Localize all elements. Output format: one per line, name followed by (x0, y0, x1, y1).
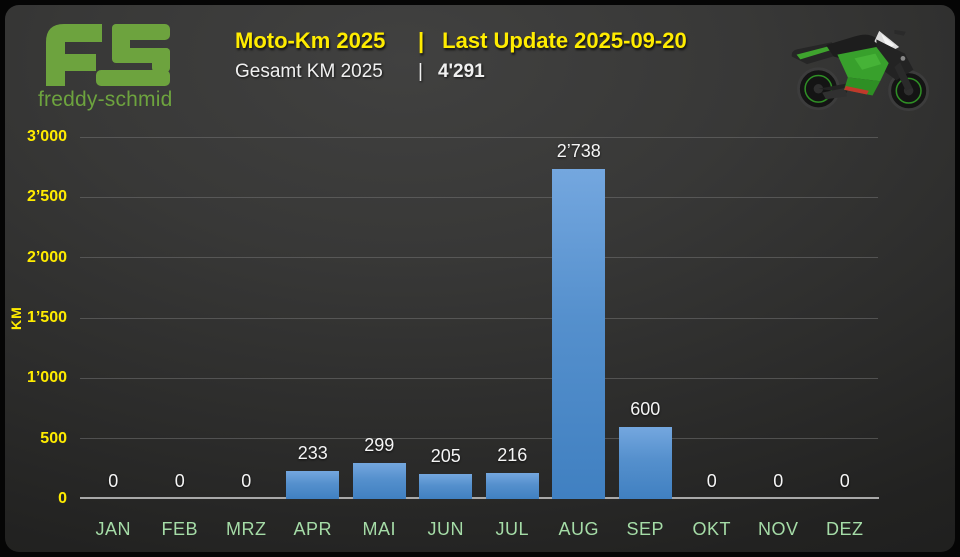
x-tick-label-jan: JAN (95, 519, 131, 539)
header-titles: Moto-Km 2025 | Last Update 2025-09-20 Ge… (235, 28, 687, 83)
value-label-nov: 0 (773, 471, 784, 491)
value-label-feb: 0 (174, 471, 185, 491)
x-tick-label-dez: DEZ (826, 519, 864, 539)
value-label-jan: 0 (108, 471, 119, 491)
total-km-value: 4'291 (437, 61, 485, 82)
bar-jul (485, 473, 539, 499)
page-title: Moto-Km 2025 | Last Update 2025-09-20 (235, 28, 687, 54)
y-tick-label: 0 (58, 490, 67, 507)
y-tick-label: 2’500 (26, 188, 67, 206)
bar-jun (419, 474, 473, 499)
x-tick-label-mai: MAI (362, 519, 396, 539)
value-label-jun: 205 (430, 446, 461, 466)
x-tick-label-jul: JUL (495, 519, 529, 539)
value-label-aug: 2’738 (556, 141, 601, 161)
bar-aug (552, 169, 606, 499)
subtitle-label: Gesamt KM 2025 (235, 61, 383, 82)
title-left: Moto-Km 2025 (235, 28, 386, 53)
gridline (80, 257, 878, 259)
value-label-sep: 600 (630, 399, 661, 419)
gridline (80, 377, 878, 379)
y-tick-label: 1’500 (26, 309, 67, 326)
value-label-dez: 0 (839, 471, 850, 491)
x-tick-label-aug: AUG (558, 519, 599, 539)
subtitle-separator: | (418, 61, 423, 82)
fs-logo-icon (46, 24, 170, 86)
x-axis-line (80, 497, 879, 499)
gridline (80, 196, 878, 198)
value-label-mai: 299 (364, 435, 395, 455)
y-tick-label: 500 (40, 429, 67, 447)
value-label-mrz: 0 (241, 471, 252, 491)
x-tick-label-sep: SEP (626, 519, 665, 539)
title-separator: | (418, 28, 425, 53)
y-tick-label: 3’000 (26, 128, 67, 145)
gridline (80, 136, 878, 138)
title-right: Last Update 2025-09-20 (442, 28, 687, 53)
x-tick-label-nov: NOV (757, 519, 799, 539)
bar-mai (352, 463, 406, 499)
x-tick-label-mrz: MRZ (226, 519, 267, 539)
value-label-jul: 216 (497, 445, 528, 465)
bar-sep (618, 427, 672, 499)
value-label-apr: 233 (297, 443, 328, 463)
gridline (80, 438, 878, 440)
x-tick-label-jun: JUN (427, 519, 464, 539)
bar-apr (286, 471, 340, 499)
logo-subtitle: freddy-schmid (38, 88, 173, 111)
x-tick-label-okt: OKT (692, 519, 731, 539)
chart-panel-background (5, 5, 955, 552)
value-label-okt: 0 (706, 471, 717, 491)
motorcycle-image (791, 29, 930, 112)
x-tick-label-apr: APR (293, 519, 332, 539)
y-tick-label: 1’000 (26, 369, 67, 387)
y-tick-label: 2’000 (26, 248, 67, 266)
page-subtitle: Gesamt KM 2025 | 4'291 (235, 61, 687, 83)
gridline (80, 317, 878, 319)
x-tick-label-feb: FEB (161, 519, 198, 539)
